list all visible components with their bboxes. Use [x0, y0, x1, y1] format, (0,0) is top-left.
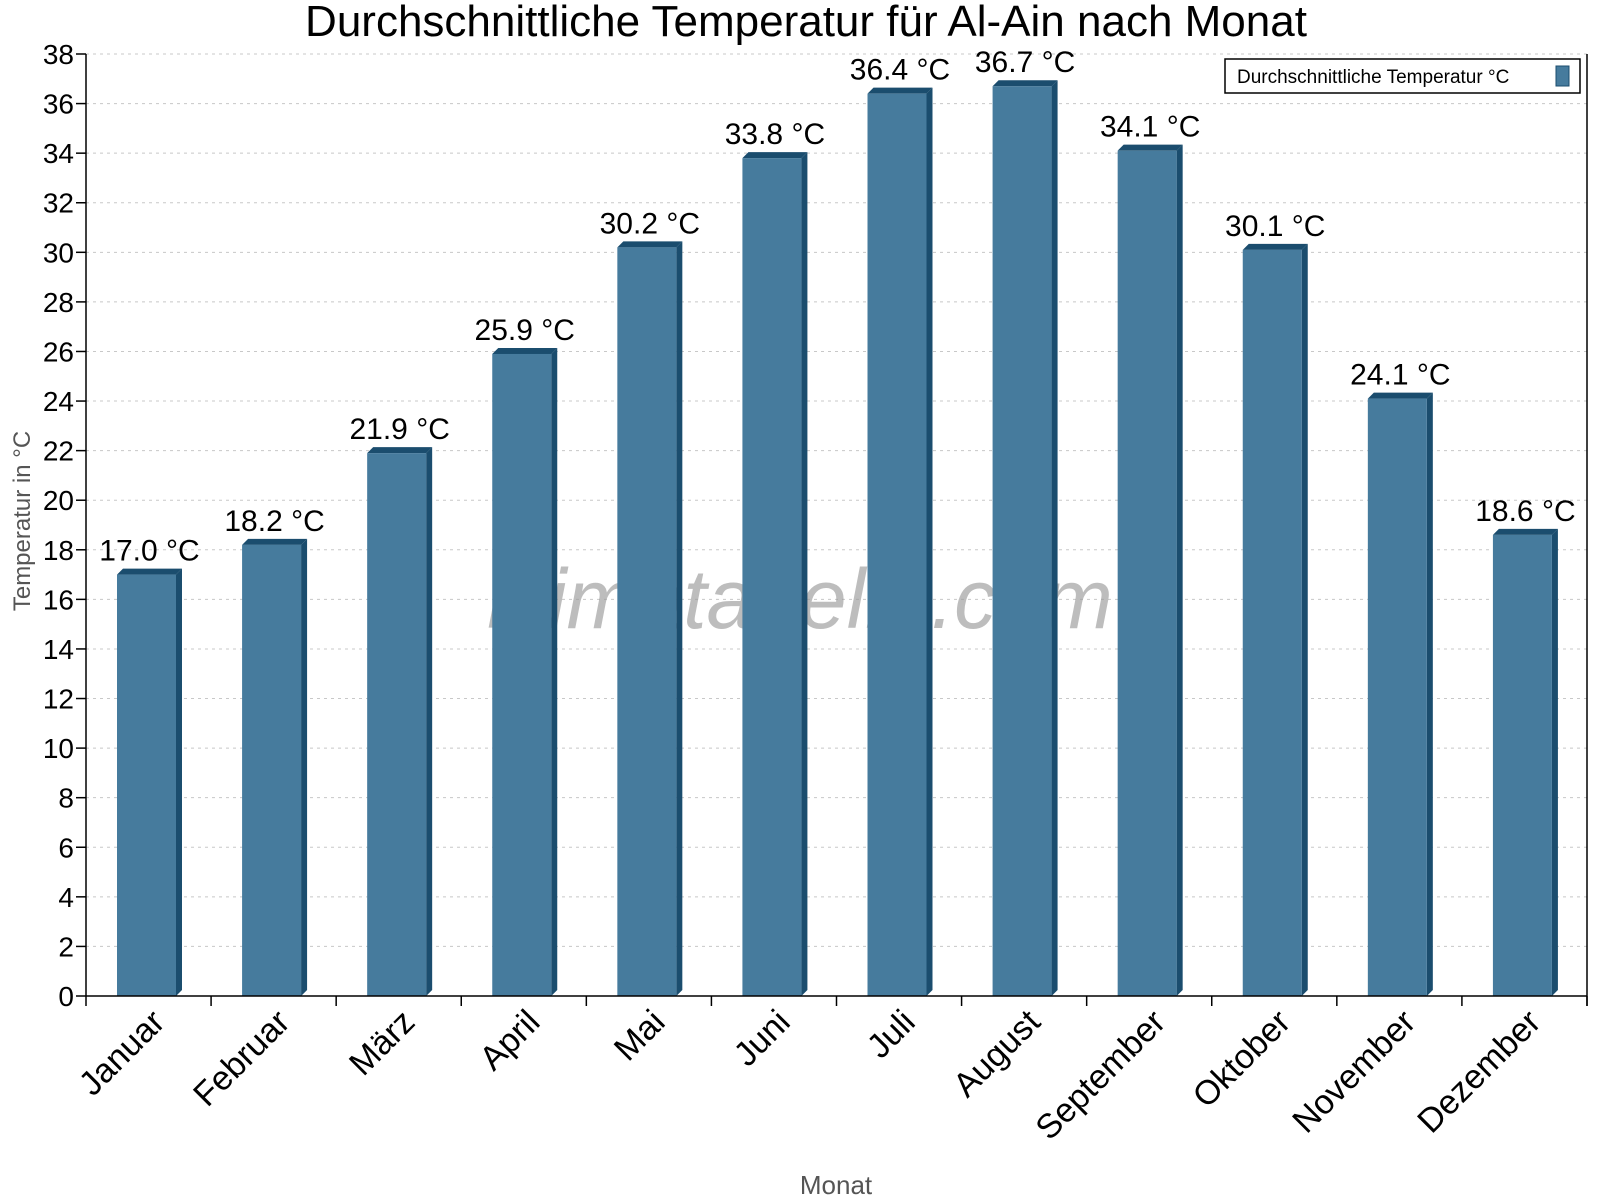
- y-tick-label: 10: [43, 733, 74, 764]
- bar: [1117, 150, 1177, 996]
- y-tick-label: 28: [43, 287, 74, 318]
- bar-top: [367, 447, 433, 454]
- bar-top: [117, 568, 182, 575]
- y-tick-label: 30: [43, 237, 74, 268]
- bar-top: [1242, 243, 1308, 250]
- bar-side: [176, 568, 182, 996]
- y-tick-label: 22: [43, 436, 74, 467]
- bar-side: [801, 152, 808, 996]
- data-label: 21.9 °C: [349, 413, 449, 446]
- bar-side: [426, 447, 433, 996]
- data-label: 36.4 °C: [850, 54, 950, 87]
- bar: [1367, 398, 1427, 996]
- bar: [242, 544, 302, 996]
- x-tick-label: März: [342, 1003, 422, 1083]
- data-label: 34.1 °C: [1100, 111, 1200, 144]
- bar-side: [1551, 528, 1558, 996]
- bar-top: [242, 538, 308, 545]
- bar-side: [1051, 80, 1058, 996]
- legend: Durchschnittliche Temperatur °C: [1224, 58, 1581, 94]
- bar: [992, 86, 1052, 996]
- x-tick-label: Juni: [727, 1003, 798, 1074]
- legend-box: [1224, 58, 1581, 94]
- y-tick-label: 32: [43, 188, 74, 219]
- bar-top: [742, 152, 808, 159]
- x-tick-label: Februar: [186, 1003, 297, 1114]
- legend-label: Durchschnittliche Temperatur °C: [1237, 67, 1509, 88]
- x-tick-label: Juli: [860, 1003, 923, 1066]
- bar-side: [1301, 243, 1308, 996]
- data-label: 25.9 °C: [475, 314, 575, 347]
- y-tick-label: 14: [43, 634, 74, 665]
- data-label: 18.2 °C: [224, 505, 324, 538]
- x-tick-label: April: [472, 1003, 547, 1078]
- bar-top: [1492, 528, 1558, 535]
- y-tick-label: 6: [58, 832, 74, 863]
- bar-side: [1176, 144, 1183, 996]
- bar-side: [301, 538, 308, 996]
- x-tick-label: September: [1028, 1003, 1172, 1147]
- bar-side: [1426, 392, 1433, 996]
- data-label: 24.1 °C: [1350, 359, 1450, 392]
- x-tick-label: Oktober: [1186, 1003, 1298, 1115]
- bar-top: [617, 241, 683, 248]
- bar: [117, 574, 176, 996]
- data-label: 30.2 °C: [600, 207, 700, 240]
- y-tick-label: 12: [43, 684, 74, 715]
- bar: [492, 353, 552, 996]
- data-label: 17.0 °C: [99, 535, 199, 568]
- y-tick-label: 34: [43, 138, 74, 169]
- y-tick-label: 18: [43, 535, 74, 566]
- y-tick-label: 38: [43, 39, 74, 70]
- bar: [1242, 249, 1302, 996]
- y-tick-label: 0: [58, 981, 74, 1012]
- y-tick-label: 8: [58, 783, 74, 814]
- data-label: 33.8 °C: [725, 118, 825, 151]
- bar: [742, 158, 802, 996]
- bar: [617, 247, 677, 996]
- bar: [867, 93, 927, 997]
- bar: [1492, 534, 1552, 996]
- y-tick-label: 26: [43, 336, 74, 367]
- chart-title: Durchschnittliche Temperatur für Al-Ain …: [305, 0, 1307, 46]
- x-tick-label: November: [1285, 1003, 1423, 1141]
- y-tick-label: 24: [43, 386, 74, 417]
- bar-side: [551, 347, 558, 996]
- grid: [86, 53, 1587, 947]
- legend-swatch: [1555, 65, 1570, 87]
- data-labels: 17.0 °C 18.2 °C 21.9 °C 25.9 °C 30.2 °C 33.8 …: [99, 46, 1575, 567]
- bar-top: [1117, 144, 1183, 151]
- y-tick-label: 16: [43, 584, 74, 615]
- data-label: 36.7 °C: [975, 46, 1075, 79]
- x-axis-label: Monat: [800, 1170, 873, 1200]
- data-label: 30.1 °C: [1225, 210, 1325, 243]
- y-tick-label: 4: [58, 882, 74, 913]
- bar-top: [1367, 392, 1433, 399]
- x-tick-label: Januar: [72, 1003, 172, 1103]
- y-axis-label: Temperatur in °C: [9, 431, 36, 611]
- bars: [117, 80, 1558, 997]
- y-tick-label: 2: [58, 931, 74, 962]
- bar-top: [992, 80, 1058, 87]
- bar-top: [867, 87, 933, 94]
- bar-top: [492, 347, 558, 354]
- x-tick-label: Dezember: [1410, 1003, 1548, 1141]
- data-label: 18.6 °C: [1475, 495, 1575, 528]
- bar-side: [926, 87, 933, 997]
- y-tick-label: 20: [43, 485, 74, 516]
- x-tick-label: August: [946, 1002, 1048, 1104]
- bar-side: [676, 241, 683, 996]
- y-tick-label: 36: [43, 89, 74, 120]
- bar: [367, 453, 427, 996]
- x-tick-label: Mai: [607, 1003, 673, 1069]
